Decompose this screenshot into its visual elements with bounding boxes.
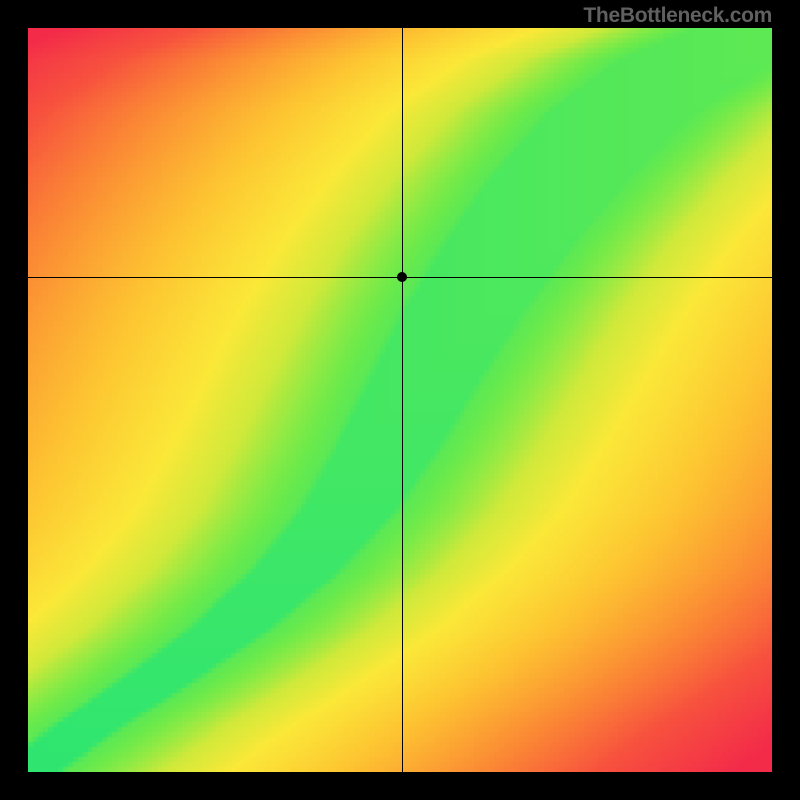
chart-container: TheBottleneck.com [0, 0, 800, 800]
plot-area [28, 28, 772, 772]
bottleneck-heatmap [28, 28, 772, 772]
crosshair-marker [397, 272, 407, 282]
watermark-text: TheBottleneck.com [583, 4, 772, 28]
crosshair-vertical [402, 28, 403, 772]
